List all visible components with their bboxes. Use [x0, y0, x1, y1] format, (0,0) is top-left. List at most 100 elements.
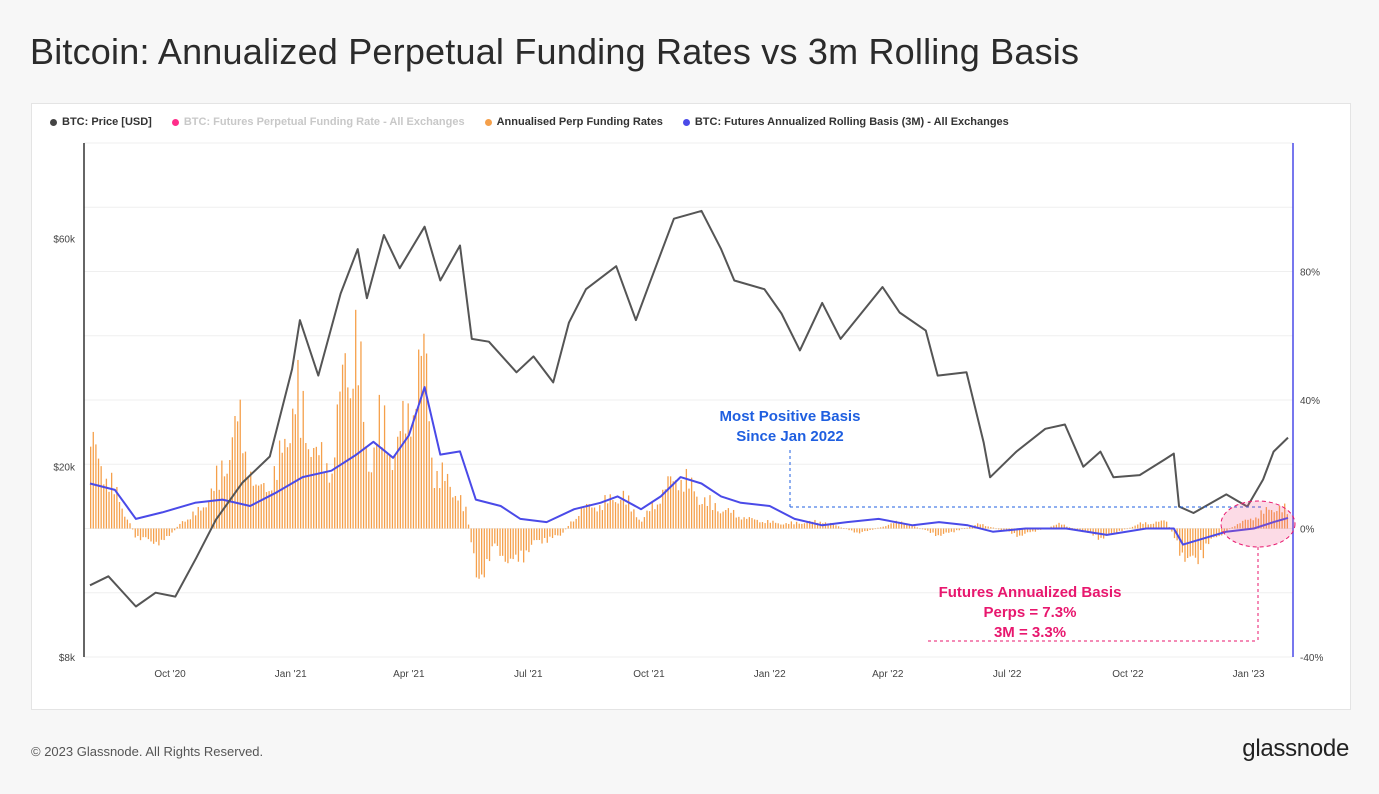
funding-bar [481, 528, 483, 575]
funding-bar [460, 495, 462, 529]
funding-bar [339, 391, 341, 529]
legend-label-rolling-basis: BTC: Futures Annualized Rolling Basis (3… [694, 116, 1009, 128]
funding-bar [357, 385, 359, 529]
funding-bar [612, 500, 614, 529]
legend-item-perp-funding[interactable]: BTC: Futures Perpetual Funding Rate - Al… [171, 115, 465, 129]
funding-bar [1255, 517, 1257, 529]
funding-bar [478, 528, 480, 579]
funding-bar [399, 431, 401, 529]
funding-bar [1205, 528, 1207, 544]
funding-bar [1060, 524, 1063, 529]
funding-bar [1142, 523, 1144, 529]
funding-bar [1215, 528, 1218, 538]
funding-bar [1003, 528, 1005, 531]
funding-bar [725, 509, 727, 529]
funding-bar [1223, 528, 1226, 533]
funding-bar [625, 504, 627, 529]
funding-bar [536, 528, 538, 541]
x-tick-label: Oct '21 [633, 669, 665, 680]
funding-bar [307, 449, 310, 529]
funding-bar [365, 446, 367, 529]
funding-bar [517, 528, 520, 562]
funding-bar [806, 522, 808, 529]
funding-bar [362, 421, 365, 529]
annotations: Most Positive Basis Since Jan 2022 Futur… [720, 408, 1296, 642]
funding-bar [942, 528, 945, 534]
legend-item-rolling-basis[interactable]: BTC: Futures Annualized Rolling Basis (3… [682, 115, 1009, 129]
funding-bar [265, 492, 268, 529]
funding-bar [502, 528, 504, 556]
funding-bar [627, 495, 630, 529]
funding-bar [1074, 528, 1076, 530]
funding-bar [137, 528, 139, 536]
funding-bar [1058, 522, 1060, 529]
funding-bar [512, 528, 514, 560]
funding-bar [979, 524, 981, 529]
funding-bar [664, 489, 667, 529]
funding-bar [1181, 528, 1184, 553]
funding-bar [509, 528, 512, 559]
funding-bar [1147, 524, 1149, 529]
funding-bar [436, 470, 438, 529]
funding-bar [1152, 523, 1155, 529]
funding-bar [402, 400, 404, 529]
funding-bar [780, 524, 782, 529]
funding-bar [381, 447, 383, 529]
funding-bar [1113, 528, 1115, 533]
funding-bar [811, 521, 813, 529]
funding-bar [570, 521, 572, 529]
funding-bar [845, 528, 848, 530]
funding-bar [439, 488, 441, 529]
funding-bar [155, 528, 157, 542]
funding-bar [423, 333, 425, 529]
funding-bar [223, 476, 226, 529]
funding-bar [118, 501, 121, 529]
funding-bar [449, 486, 451, 529]
funding-bar [213, 490, 215, 529]
funding-bar [1184, 528, 1186, 562]
funding-bar [588, 504, 590, 529]
funding-bar [252, 485, 255, 529]
legend-dot-perp-funding [171, 118, 179, 126]
funding-bar [310, 456, 312, 529]
funding-bar [630, 511, 632, 529]
funding-bar [92, 431, 94, 529]
funding-bar [105, 478, 108, 529]
x-tick-label: Jul '21 [514, 669, 543, 680]
funding-bar [572, 521, 575, 529]
annotation-basis-peak-line1: Most Positive Basis [720, 408, 861, 425]
funding-bar [998, 528, 1000, 530]
legend-item-price[interactable]: BTC: Price [USD] [50, 115, 152, 129]
funding-bar [446, 473, 449, 529]
funding-bar [953, 528, 955, 533]
funding-bar [263, 483, 265, 529]
funding-bar [732, 509, 735, 529]
funding-bar [578, 515, 580, 529]
funding-bar [756, 519, 758, 529]
funding-bar [1257, 518, 1260, 529]
funding-bar [326, 463, 328, 529]
funding-bar [1268, 509, 1270, 529]
funding-bar [911, 525, 913, 529]
funding-bar [113, 494, 115, 529]
funding-bar [782, 524, 785, 529]
funding-bar [567, 525, 569, 529]
funding-bar [344, 353, 346, 529]
funding-bar [299, 437, 302, 529]
funding-bar [987, 526, 989, 529]
funding-bar [1024, 528, 1026, 534]
funding-bar [470, 528, 472, 543]
axes [83, 143, 1294, 657]
funding-bar [669, 476, 672, 529]
funding-bar [418, 349, 420, 529]
funding-bar [730, 512, 732, 529]
funding-bar [370, 472, 373, 529]
legend-item-annualised-funding[interactable]: Annualised Perp Funding Rates [484, 115, 663, 129]
funding-bar [609, 494, 611, 529]
legend-dot-annualised-funding [484, 118, 492, 126]
funding-bar [541, 528, 543, 544]
funding-bar [179, 523, 181, 529]
funding-bar [1071, 527, 1073, 529]
funding-bar [208, 501, 210, 529]
funding-bar [1276, 511, 1278, 529]
